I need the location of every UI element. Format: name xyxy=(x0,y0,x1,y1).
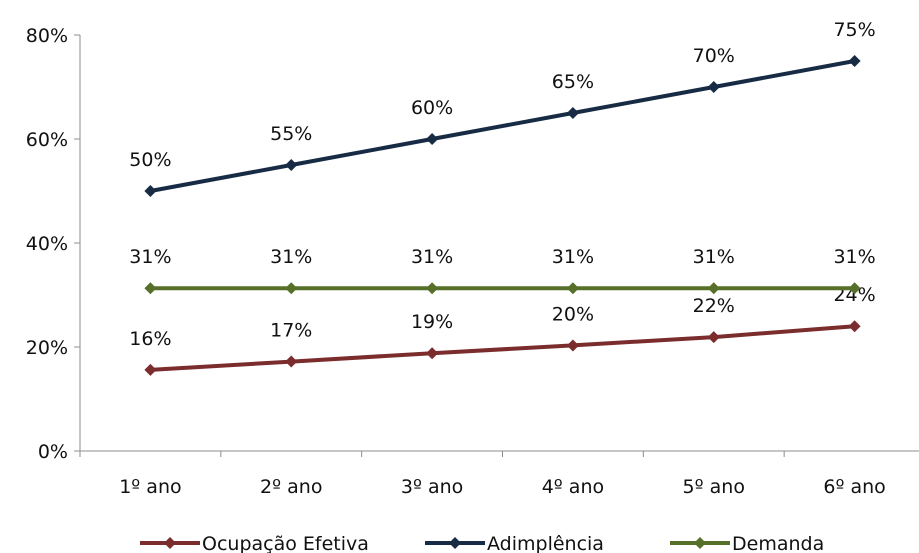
legend-item: Demanda xyxy=(670,533,824,553)
data-label: 31% xyxy=(833,246,875,268)
data-label: 19% xyxy=(411,311,453,333)
data-label: 22% xyxy=(693,295,735,317)
data-point-marker xyxy=(566,339,579,352)
data-point-marker xyxy=(285,159,298,171)
data-label: 60% xyxy=(411,97,453,119)
data-point-marker xyxy=(848,320,861,333)
x-tick-label: 3º ano xyxy=(401,476,463,498)
legend-label: Adimplência xyxy=(487,533,604,553)
legend-swatch-marker xyxy=(449,537,461,549)
data-point-marker xyxy=(144,282,157,295)
data-point-marker xyxy=(566,107,579,119)
data-label: 65% xyxy=(552,71,594,93)
chart-axes xyxy=(79,35,919,452)
data-label: 16% xyxy=(129,328,171,350)
x-tick-label: 6º ano xyxy=(823,476,885,498)
x-tick-label: 1º ano xyxy=(119,476,181,498)
data-label: 31% xyxy=(411,246,453,268)
x-tick-label: 2º ano xyxy=(260,476,322,498)
chart-series: 16% 17% 19% 20% 22% 24%50%55%60%65%70%75%31% 3… xyxy=(129,19,876,376)
legend-swatch-marker xyxy=(694,537,706,549)
data-point-marker xyxy=(285,355,298,368)
legend-swatch-marker xyxy=(164,537,176,549)
y-tick-label: 20% xyxy=(26,337,68,359)
series-line xyxy=(150,59,855,193)
data-point-marker xyxy=(144,363,157,376)
data-point-marker xyxy=(426,282,439,295)
data-point-marker xyxy=(707,282,720,295)
x-axis-ticks: 1º ano 2º ano 3º ano 4º ano 5º ano 6º ano xyxy=(79,451,886,498)
x-tick-label: 5º ano xyxy=(683,476,745,498)
data-point-marker xyxy=(848,55,861,67)
data-label: 75% xyxy=(833,19,875,41)
data-label: 31% xyxy=(270,246,312,268)
data-point-marker xyxy=(566,282,579,295)
series-ocupa-o-efetiva: 16% 17% 19% 20% 22% 24% xyxy=(129,284,876,376)
chart-legend: Ocupação Efetiva Adimplência Demanda xyxy=(140,533,824,553)
data-point-marker xyxy=(707,81,720,93)
data-point-marker xyxy=(707,331,720,344)
legend-item: Adimplência xyxy=(425,533,604,553)
data-point-marker xyxy=(144,185,157,197)
y-axis-ticks: 0% 20% 40% 60% 80% xyxy=(26,25,80,463)
y-tick-label: 40% xyxy=(26,233,68,255)
legend-item: Ocupação Efetiva xyxy=(140,533,369,553)
series-line xyxy=(150,324,855,372)
series-demanda: 31% 31% 31% 31% 31% 31% xyxy=(129,246,876,295)
data-label: 20% xyxy=(552,303,594,325)
data-point-marker xyxy=(285,282,298,295)
data-label: 31% xyxy=(129,246,171,268)
y-tick-label: 0% xyxy=(38,441,68,463)
data-label: 50% xyxy=(129,149,171,171)
data-label: 55% xyxy=(270,123,312,145)
legend-label: Ocupação Efetiva xyxy=(202,533,369,553)
data-label: 31% xyxy=(693,246,735,268)
data-point-marker xyxy=(848,282,861,295)
data-label: 70% xyxy=(693,45,735,67)
data-point-marker xyxy=(426,133,439,145)
series-adimpl-ncia: 50% 55% 60% 65% 70% 75% xyxy=(129,19,876,197)
data-label: 31% xyxy=(552,246,594,268)
y-tick-label: 60% xyxy=(26,129,68,151)
y-tick-label: 80% xyxy=(26,25,68,47)
data-point-marker xyxy=(426,347,439,360)
legend-label: Demanda xyxy=(732,533,824,553)
x-tick-label: 4º ano xyxy=(542,476,604,498)
data-label: 17% xyxy=(270,320,312,342)
